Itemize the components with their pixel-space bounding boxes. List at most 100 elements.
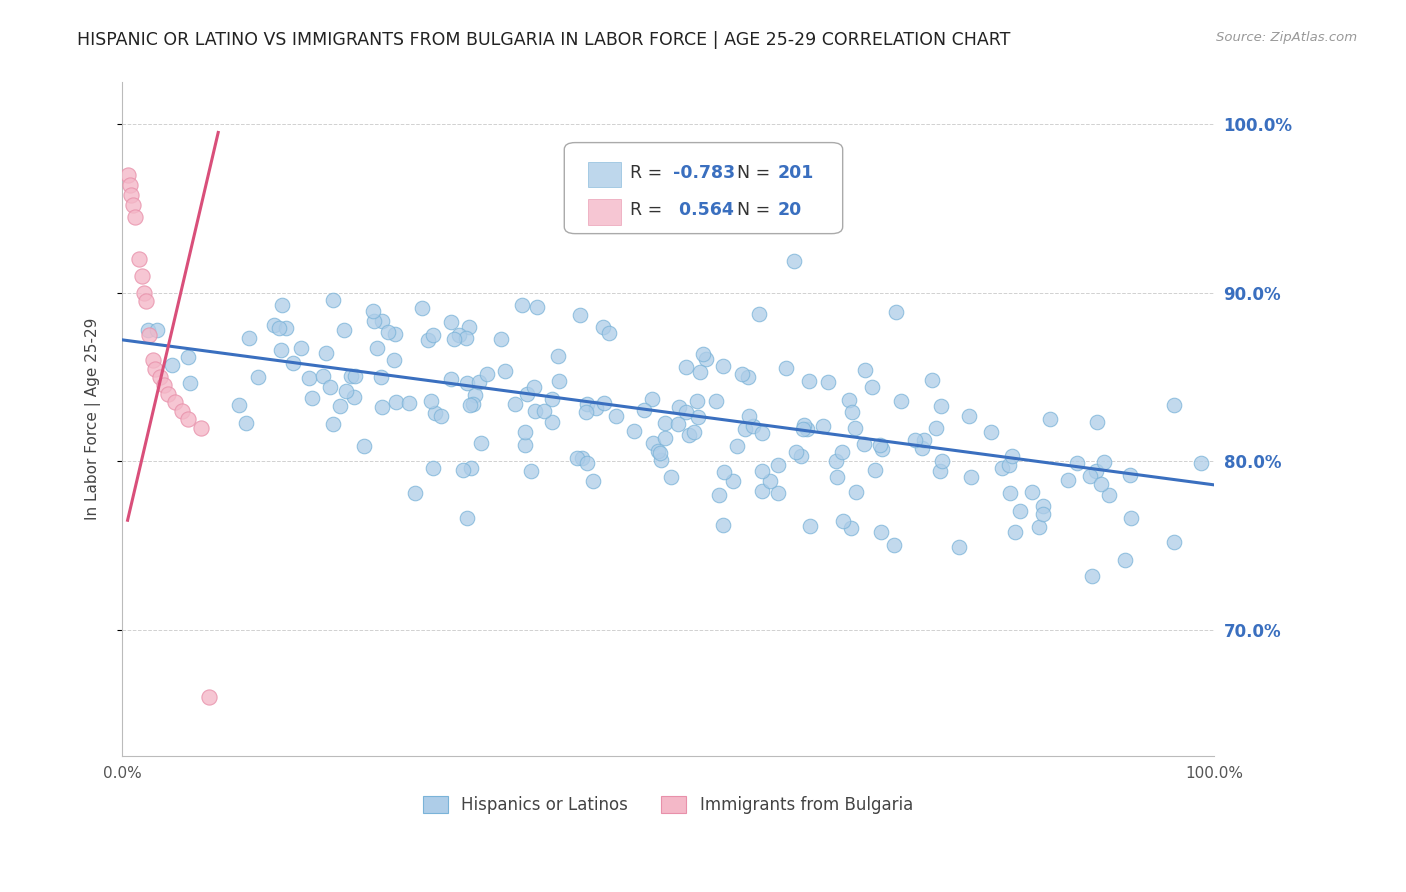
- Point: [385, 394, 408, 409]
- Point: [675, 359, 697, 374]
- Point: [371, 400, 394, 414]
- Point: [827, 470, 849, 484]
- Point: [1039, 412, 1062, 426]
- Point: [904, 433, 927, 447]
- Point: [1081, 569, 1104, 583]
- Point: [460, 461, 482, 475]
- Point: [1057, 473, 1080, 487]
- Point: [668, 401, 690, 415]
- Point: [1090, 476, 1112, 491]
- Point: [523, 380, 546, 394]
- Point: [838, 392, 860, 407]
- Point: [454, 331, 477, 345]
- Point: [263, 318, 285, 332]
- Text: N =: N =: [737, 163, 776, 182]
- Point: [575, 405, 598, 419]
- Point: [678, 428, 700, 442]
- Point: [582, 474, 605, 488]
- Point: [1119, 468, 1142, 483]
- Point: [650, 453, 672, 467]
- Point: [322, 293, 344, 308]
- Point: [120, 187, 142, 202]
- Point: [759, 474, 782, 488]
- Point: [1066, 456, 1088, 470]
- Point: [841, 405, 863, 419]
- Point: [783, 253, 806, 268]
- Point: [751, 464, 773, 478]
- Point: [146, 323, 169, 337]
- Point: [793, 417, 815, 432]
- Point: [1085, 464, 1108, 478]
- Point: [654, 416, 676, 430]
- Point: [565, 450, 588, 465]
- Point: [748, 307, 770, 321]
- FancyBboxPatch shape: [588, 161, 621, 187]
- Point: [648, 446, 671, 460]
- Point: [335, 384, 357, 398]
- Point: [1098, 487, 1121, 501]
- Point: [605, 409, 627, 424]
- Point: [666, 417, 689, 431]
- Point: [322, 417, 344, 431]
- Point: [1032, 508, 1054, 522]
- Point: [128, 252, 150, 266]
- Point: [997, 458, 1019, 472]
- Point: [270, 343, 292, 357]
- FancyBboxPatch shape: [564, 143, 842, 234]
- Point: [333, 323, 356, 337]
- Point: [541, 392, 564, 407]
- Point: [659, 470, 682, 484]
- Point: [792, 422, 814, 436]
- Point: [689, 365, 711, 379]
- Point: [575, 397, 598, 411]
- Point: [790, 449, 813, 463]
- Point: [319, 380, 342, 394]
- Point: [461, 397, 484, 411]
- Text: -0.783: -0.783: [673, 163, 735, 182]
- Text: 20: 20: [778, 201, 801, 219]
- Point: [548, 374, 571, 388]
- Point: [270, 298, 292, 312]
- Point: [377, 325, 399, 339]
- Point: [1114, 553, 1136, 567]
- Point: [1021, 485, 1043, 500]
- Point: [398, 396, 420, 410]
- Point: [839, 520, 862, 534]
- Point: [416, 333, 439, 347]
- Point: [422, 460, 444, 475]
- Text: R =: R =: [630, 201, 668, 219]
- Point: [688, 409, 710, 424]
- Point: [363, 314, 385, 328]
- Point: [853, 363, 876, 377]
- Point: [633, 402, 655, 417]
- Point: [274, 321, 297, 335]
- Point: [371, 314, 394, 328]
- Point: [163, 395, 186, 409]
- Point: [725, 439, 748, 453]
- Point: [751, 425, 773, 440]
- Point: [695, 352, 717, 367]
- Point: [283, 355, 305, 369]
- Point: [869, 438, 891, 452]
- Point: [340, 368, 363, 383]
- Point: [117, 168, 139, 182]
- Point: [353, 439, 375, 453]
- Point: [343, 368, 366, 383]
- Point: [177, 351, 200, 365]
- Point: [860, 380, 883, 394]
- Point: [921, 373, 943, 387]
- Point: [766, 486, 789, 500]
- Point: [844, 421, 866, 435]
- Point: [817, 375, 839, 389]
- Point: [686, 393, 709, 408]
- Point: [593, 396, 616, 410]
- Point: [131, 268, 153, 283]
- Point: [948, 541, 970, 555]
- Point: [890, 394, 912, 409]
- Point: [870, 525, 893, 540]
- Point: [443, 332, 465, 346]
- Point: [329, 400, 352, 414]
- Point: [541, 415, 564, 429]
- Point: [524, 404, 547, 418]
- Point: [692, 347, 714, 361]
